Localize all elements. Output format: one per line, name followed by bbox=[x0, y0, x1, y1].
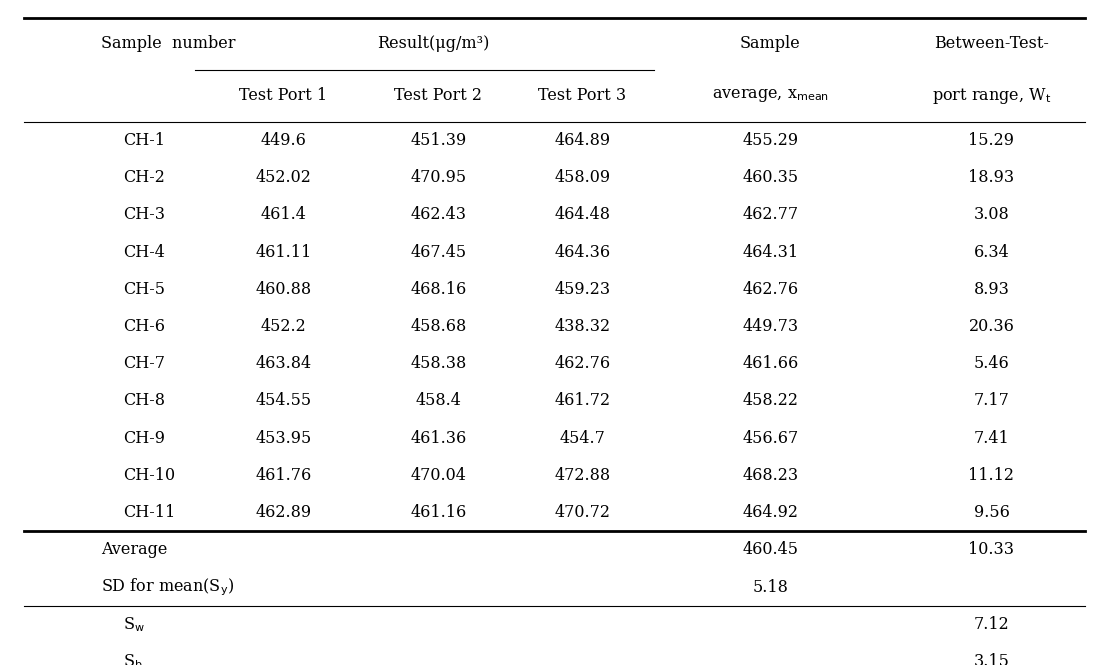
Text: 462.77: 462.77 bbox=[742, 206, 798, 223]
Text: CH-3: CH-3 bbox=[123, 206, 165, 223]
Text: 462.76: 462.76 bbox=[554, 355, 610, 372]
Text: 460.35: 460.35 bbox=[742, 169, 798, 186]
Text: CH-1: CH-1 bbox=[123, 132, 165, 149]
Text: S$_{\mathrm{w}}$: S$_{\mathrm{w}}$ bbox=[123, 615, 145, 634]
Text: 470.95: 470.95 bbox=[410, 169, 467, 186]
Text: 453.95: 453.95 bbox=[255, 430, 312, 447]
Text: 7.12: 7.12 bbox=[974, 616, 1009, 633]
Text: 7.17: 7.17 bbox=[974, 392, 1009, 410]
Text: 458.38: 458.38 bbox=[410, 355, 467, 372]
Text: 454.55: 454.55 bbox=[255, 392, 312, 410]
Text: 6.34: 6.34 bbox=[974, 243, 1009, 261]
Text: 464.92: 464.92 bbox=[742, 504, 798, 521]
Text: 461.66: 461.66 bbox=[742, 355, 798, 372]
Text: 7.41: 7.41 bbox=[974, 430, 1009, 447]
Text: 458.22: 458.22 bbox=[742, 392, 798, 410]
Text: 468.16: 468.16 bbox=[410, 281, 467, 298]
Text: 452.02: 452.02 bbox=[255, 169, 312, 186]
Text: Test Port 1: Test Port 1 bbox=[240, 87, 327, 104]
Text: CH-6: CH-6 bbox=[123, 318, 165, 335]
Text: 3.15: 3.15 bbox=[974, 653, 1009, 665]
Text: 458.09: 458.09 bbox=[554, 169, 610, 186]
Text: 459.23: 459.23 bbox=[554, 281, 610, 298]
Text: 472.88: 472.88 bbox=[554, 467, 610, 484]
Text: 461.11: 461.11 bbox=[255, 243, 312, 261]
Text: 3.08: 3.08 bbox=[974, 206, 1009, 223]
Text: 464.89: 464.89 bbox=[554, 132, 610, 149]
Text: port range, W$_{\mathrm{t}}$: port range, W$_{\mathrm{t}}$ bbox=[932, 86, 1051, 106]
Text: 470.72: 470.72 bbox=[554, 504, 610, 521]
Text: S$_{\mathrm{b}}$: S$_{\mathrm{b}}$ bbox=[123, 652, 143, 665]
Text: 461.36: 461.36 bbox=[410, 430, 467, 447]
Text: CH-2: CH-2 bbox=[123, 169, 165, 186]
Text: 461.4: 461.4 bbox=[261, 206, 306, 223]
Text: 461.16: 461.16 bbox=[410, 504, 467, 521]
Text: 5.18: 5.18 bbox=[752, 579, 788, 596]
Text: 462.76: 462.76 bbox=[742, 281, 798, 298]
Text: 449.73: 449.73 bbox=[742, 318, 798, 335]
Text: 468.23: 468.23 bbox=[742, 467, 798, 484]
Text: 451.39: 451.39 bbox=[410, 132, 467, 149]
Text: 470.04: 470.04 bbox=[410, 467, 466, 484]
Text: CH-10: CH-10 bbox=[123, 467, 175, 484]
Text: 10.33: 10.33 bbox=[968, 541, 1015, 559]
Text: SD for mean(S$_{\mathrm{y}}$): SD for mean(S$_{\mathrm{y}}$) bbox=[101, 577, 234, 598]
Text: 467.45: 467.45 bbox=[410, 243, 467, 261]
Text: Test Port 2: Test Port 2 bbox=[395, 87, 482, 104]
Text: 452.2: 452.2 bbox=[261, 318, 306, 335]
Text: Between-Test-: Between-Test- bbox=[934, 35, 1049, 53]
Text: 464.31: 464.31 bbox=[742, 243, 798, 261]
Text: Sample  number: Sample number bbox=[101, 35, 235, 53]
Text: 454.7: 454.7 bbox=[559, 430, 606, 447]
Text: 15.29: 15.29 bbox=[968, 132, 1015, 149]
Text: Average: Average bbox=[101, 541, 167, 559]
Text: 462.43: 462.43 bbox=[410, 206, 467, 223]
Text: average, x$_{\mathrm{mean}}$: average, x$_{\mathrm{mean}}$ bbox=[712, 87, 828, 104]
Text: CH-11: CH-11 bbox=[123, 504, 175, 521]
Text: CH-9: CH-9 bbox=[123, 430, 165, 447]
Text: 462.89: 462.89 bbox=[255, 504, 312, 521]
Text: CH-4: CH-4 bbox=[123, 243, 165, 261]
Text: CH-7: CH-7 bbox=[123, 355, 165, 372]
Text: 449.6: 449.6 bbox=[261, 132, 306, 149]
Text: 11.12: 11.12 bbox=[968, 467, 1015, 484]
Text: Test Port 3: Test Port 3 bbox=[538, 87, 627, 104]
Text: 455.29: 455.29 bbox=[742, 132, 798, 149]
Text: 464.48: 464.48 bbox=[554, 206, 610, 223]
Text: 438.32: 438.32 bbox=[554, 318, 610, 335]
Text: 20.36: 20.36 bbox=[968, 318, 1015, 335]
Text: 461.76: 461.76 bbox=[255, 467, 312, 484]
Text: 460.45: 460.45 bbox=[742, 541, 798, 559]
Text: 464.36: 464.36 bbox=[554, 243, 610, 261]
Text: 9.56: 9.56 bbox=[974, 504, 1009, 521]
Text: Result(μg/m³): Result(μg/m³) bbox=[377, 35, 489, 53]
Text: 8.93: 8.93 bbox=[974, 281, 1009, 298]
Text: 5.46: 5.46 bbox=[974, 355, 1009, 372]
Text: 458.4: 458.4 bbox=[416, 392, 461, 410]
Text: 463.84: 463.84 bbox=[255, 355, 312, 372]
Text: 456.67: 456.67 bbox=[742, 430, 798, 447]
Text: 18.93: 18.93 bbox=[968, 169, 1015, 186]
Text: CH-8: CH-8 bbox=[123, 392, 165, 410]
Text: 460.88: 460.88 bbox=[255, 281, 312, 298]
Text: 458.68: 458.68 bbox=[410, 318, 467, 335]
Text: Sample: Sample bbox=[740, 35, 801, 53]
Text: 461.72: 461.72 bbox=[554, 392, 610, 410]
Text: CH-5: CH-5 bbox=[123, 281, 165, 298]
